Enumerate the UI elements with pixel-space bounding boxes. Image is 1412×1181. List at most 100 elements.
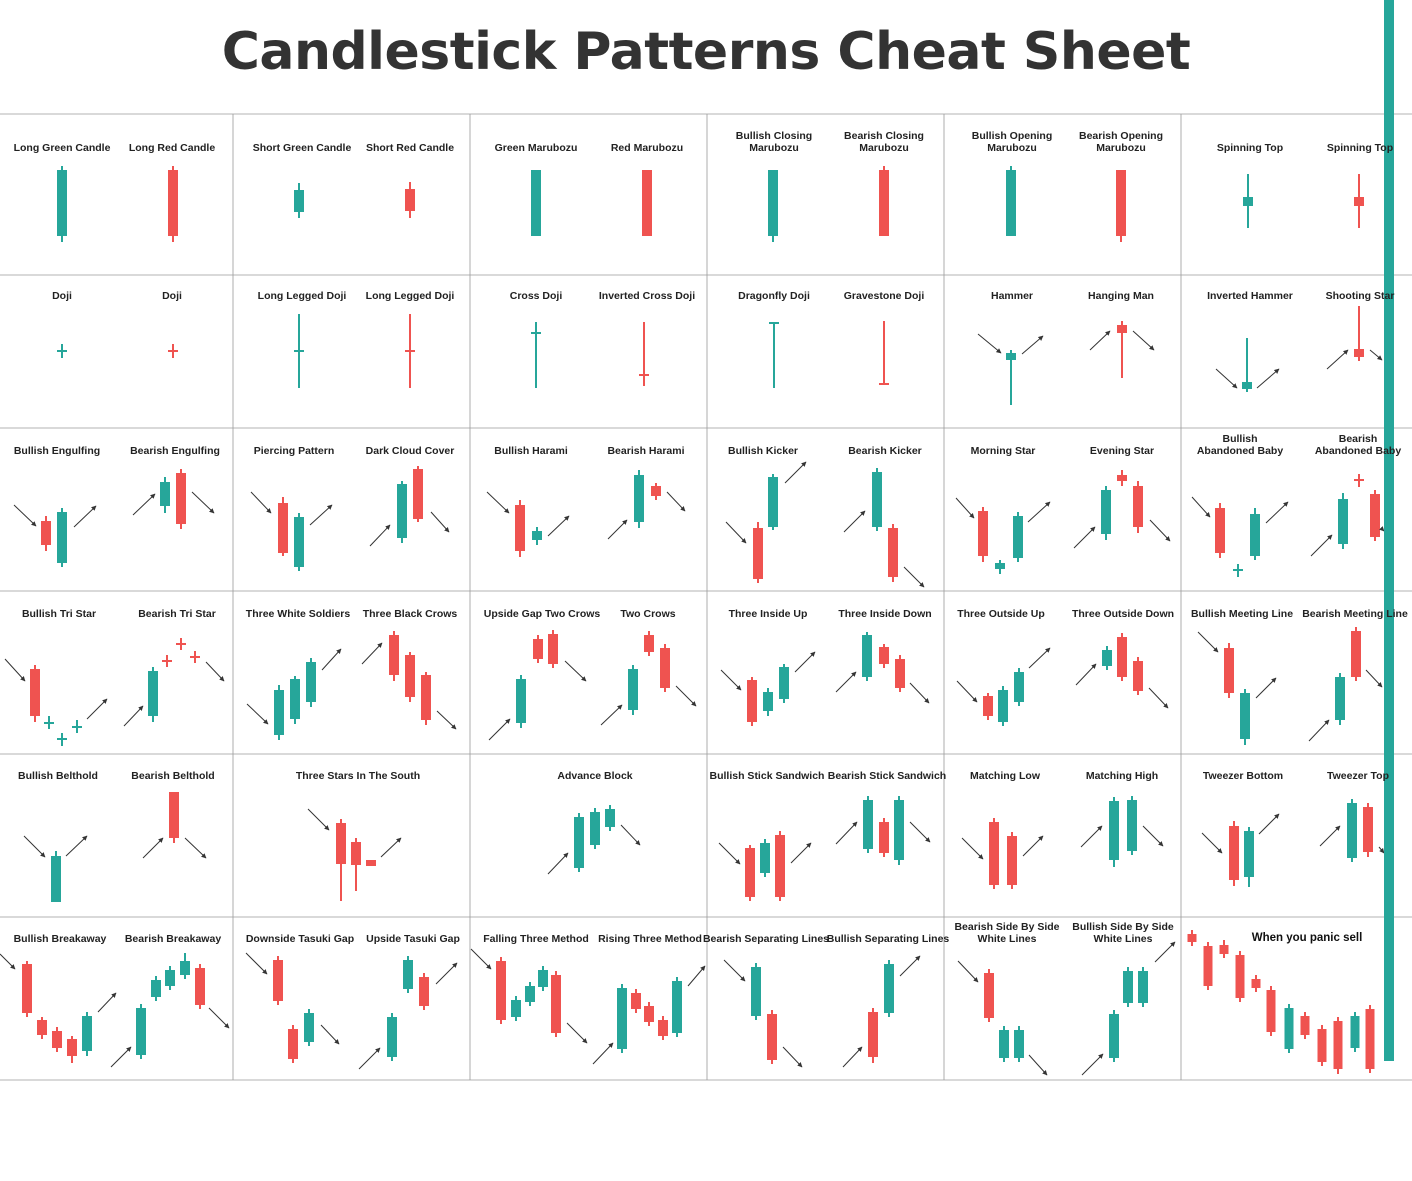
- trend-arrow: [1154, 941, 1176, 963]
- trend-arrow: [470, 948, 492, 970]
- pattern-label: Shooting Star: [1326, 290, 1395, 302]
- bearish-candle: [176, 469, 186, 529]
- pattern-label: Three Stars In The South: [296, 770, 420, 782]
- bullish-candle: [274, 685, 284, 740]
- pattern-label: Three White Soldiers: [246, 608, 351, 620]
- bearish-candle: [1251, 975, 1261, 992]
- bearish-candle: [1117, 321, 1127, 378]
- trend-arrow: [1132, 330, 1155, 351]
- trend-arrow: [132, 493, 156, 516]
- bullish-candle: [1244, 827, 1254, 887]
- trend-arrow: [1028, 1054, 1048, 1076]
- bearish-candle: [548, 630, 558, 668]
- doji-candle: [1233, 564, 1243, 577]
- pattern-label: Bullish Opening: [972, 130, 1053, 142]
- pattern-label: Falling Three Method: [483, 933, 589, 945]
- trend-arrow: [956, 680, 978, 703]
- trend-arrow: [86, 698, 108, 720]
- pattern-label: Bearish Meeting Line: [1302, 608, 1408, 620]
- trend-arrow: [607, 519, 628, 540]
- bearish-candle: [1354, 174, 1364, 228]
- trend-arrow: [723, 959, 746, 982]
- trend-arrow: [23, 835, 46, 858]
- pattern-label: Three Inside Down: [838, 608, 931, 620]
- pattern-label: Rising Three Method: [598, 933, 702, 945]
- pattern-label: Doji: [52, 290, 72, 302]
- bearish-candle: [984, 969, 994, 1022]
- bullish-candle: [763, 688, 773, 716]
- pattern-label: Inverted Cross Doji: [599, 290, 695, 302]
- pattern-label: Long Green Candle: [14, 142, 111, 154]
- bullish-candle: [617, 984, 627, 1053]
- pattern-label: Morning Star: [971, 445, 1036, 457]
- pattern-label: Bullish Meeting Line: [1191, 608, 1293, 620]
- trend-arrow: [1089, 330, 1111, 351]
- bullish-candle: [995, 560, 1005, 574]
- bullish-candle: [403, 956, 413, 993]
- trend-arrow: [782, 1046, 803, 1068]
- trend-arrow: [835, 671, 857, 693]
- bearish-candle: [1117, 633, 1127, 681]
- pattern-label: Red Marubozu: [611, 142, 683, 154]
- bullish-candle: [863, 796, 873, 853]
- bullish-candle: [532, 527, 542, 545]
- pattern-label: Long Legged Doji: [366, 290, 455, 302]
- pattern-label: Inverted Hammer: [1207, 290, 1293, 302]
- bullish-candle: [1250, 508, 1260, 560]
- bearish-candle: [366, 860, 376, 866]
- pattern-label: Three Inside Up: [729, 608, 808, 620]
- pattern-label: Green Marubozu: [495, 142, 578, 154]
- pattern-label: Bearish Belthold: [131, 770, 214, 782]
- trend-arrow: [961, 837, 984, 860]
- trend-arrow: [436, 710, 457, 730]
- trend-arrow: [142, 837, 164, 859]
- trend-arrow: [675, 685, 697, 707]
- pattern-label: Spinning Top: [1217, 142, 1283, 154]
- pattern-label: Three Black Crows: [363, 608, 458, 620]
- bearish-candle: [41, 516, 51, 551]
- pattern-label: Two Crows: [620, 608, 675, 620]
- bullish-candle: [1138, 967, 1148, 1007]
- bullish-candle: [1006, 350, 1016, 405]
- pattern-label: Doji: [162, 290, 182, 302]
- bearish-candle: [421, 672, 431, 725]
- bearish-candle: [1266, 986, 1276, 1036]
- bearish-candle: [1219, 940, 1229, 958]
- trend-arrow: [790, 842, 812, 864]
- bullish-candle: [768, 170, 778, 242]
- bearish-candle: [1363, 803, 1373, 857]
- bearish-candle: [1116, 170, 1126, 242]
- pattern-label: When you panic sell: [1252, 932, 1363, 944]
- pattern-label: Bearish Side By Side: [954, 921, 1059, 933]
- bearish-candle: [351, 838, 361, 891]
- trend-arrow: [1256, 368, 1280, 389]
- bearish-candle: [168, 166, 178, 242]
- bearish-candle: [169, 792, 179, 843]
- bullish-candle: [57, 508, 67, 567]
- bullish-candle: [294, 183, 304, 218]
- trend-arrow: [666, 491, 686, 512]
- trend-arrow: [250, 491, 272, 514]
- bullish-candle: [590, 808, 600, 849]
- bullish-candle: [884, 960, 894, 1017]
- bearish-candle: [989, 818, 999, 889]
- trend-arrow: [307, 808, 330, 831]
- pattern-label: Gravestone Doji: [844, 290, 925, 302]
- trend-arrow: [13, 504, 37, 527]
- bullish-candle: [574, 813, 584, 872]
- bullish-candle: [760, 839, 770, 877]
- bullish-candle: [180, 953, 190, 979]
- bearish-candle: [195, 964, 205, 1009]
- bullish-candle: [1347, 799, 1357, 862]
- bearish-candle: [745, 845, 755, 901]
- bearish-candle: [1351, 627, 1361, 681]
- pattern-label: Bullish Tri Star: [22, 608, 96, 620]
- trend-arrow: [955, 497, 975, 519]
- bullish-candle: [768, 474, 778, 530]
- bearish-candle: [631, 989, 641, 1013]
- pattern-label: Bullish Harami: [494, 445, 568, 457]
- trend-arrow: [592, 1042, 614, 1065]
- trend-arrow: [65, 835, 88, 857]
- bearish-candle: [52, 1027, 62, 1052]
- pattern-label: Three Outside Up: [957, 608, 1045, 620]
